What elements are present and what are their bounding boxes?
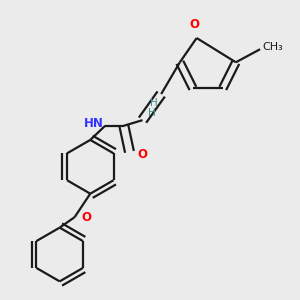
Text: H: H — [148, 108, 156, 118]
Text: HN: HN — [83, 117, 103, 130]
Text: CH₃: CH₃ — [262, 42, 283, 52]
Text: O: O — [189, 18, 200, 31]
Text: O: O — [81, 211, 91, 224]
Text: O: O — [137, 148, 147, 161]
Text: H: H — [150, 98, 158, 108]
